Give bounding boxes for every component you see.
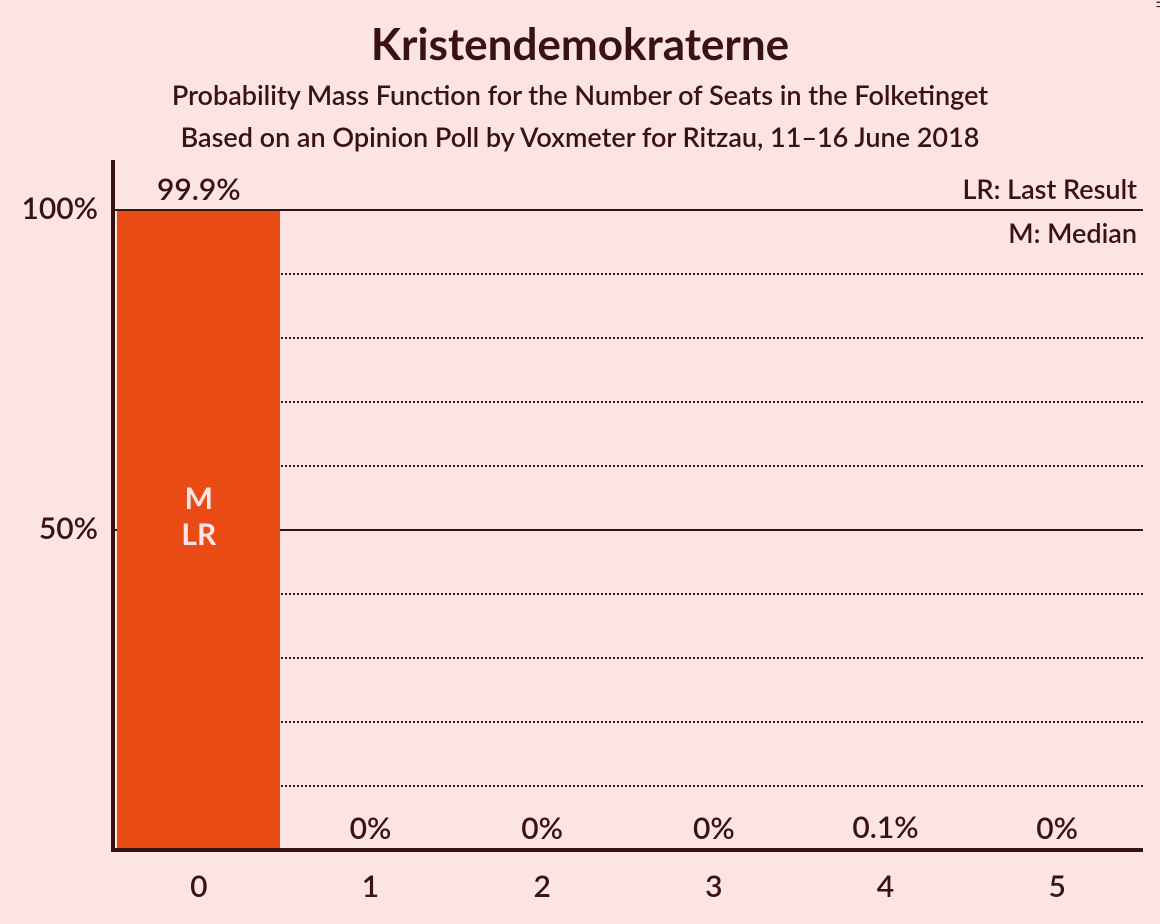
x-axis-label: 4 — [800, 868, 972, 904]
x-axis-label: 5 — [971, 868, 1143, 904]
y-axis-label: 100% — [8, 190, 98, 226]
chart-subtitle-2: Based on an Opinion Poll by Voxmeter for… — [0, 120, 1160, 153]
bar-value-label: 99.9% — [113, 171, 285, 207]
legend-median: M: Median — [1008, 216, 1137, 249]
bar-value-label: 0% — [456, 810, 628, 846]
x-axis-label: 2 — [456, 868, 628, 904]
chart-plot-area: 50%100%99.9%00%10%20%30.1%40%5MLRLR: Las… — [113, 210, 1143, 850]
legend-last-result: LR: Last Result — [962, 172, 1137, 205]
bar-value-label: 0.1% — [800, 809, 972, 845]
y-axis-label: 50% — [8, 510, 98, 546]
last-result-marker: LR — [117, 516, 280, 552]
median-marker: M — [117, 480, 280, 516]
chart-container: Kristendemokraterne Probability Mass Fun… — [0, 0, 1160, 924]
bar-value-label: 0% — [628, 810, 800, 846]
chart-title: Kristendemokraterne — [0, 18, 1160, 70]
copyright-text: © 2019 Filip van Laenen — [1154, 0, 1160, 8]
x-axis-label: 3 — [628, 868, 800, 904]
bar-value-label: 0% — [285, 810, 457, 846]
y-axis — [111, 160, 115, 852]
x-axis-label: 0 — [113, 868, 285, 904]
x-axis — [111, 848, 1143, 852]
chart-subtitle-1: Probability Mass Function for the Number… — [0, 78, 1160, 111]
x-axis-label: 1 — [285, 868, 457, 904]
bar-value-label: 0% — [971, 810, 1143, 846]
